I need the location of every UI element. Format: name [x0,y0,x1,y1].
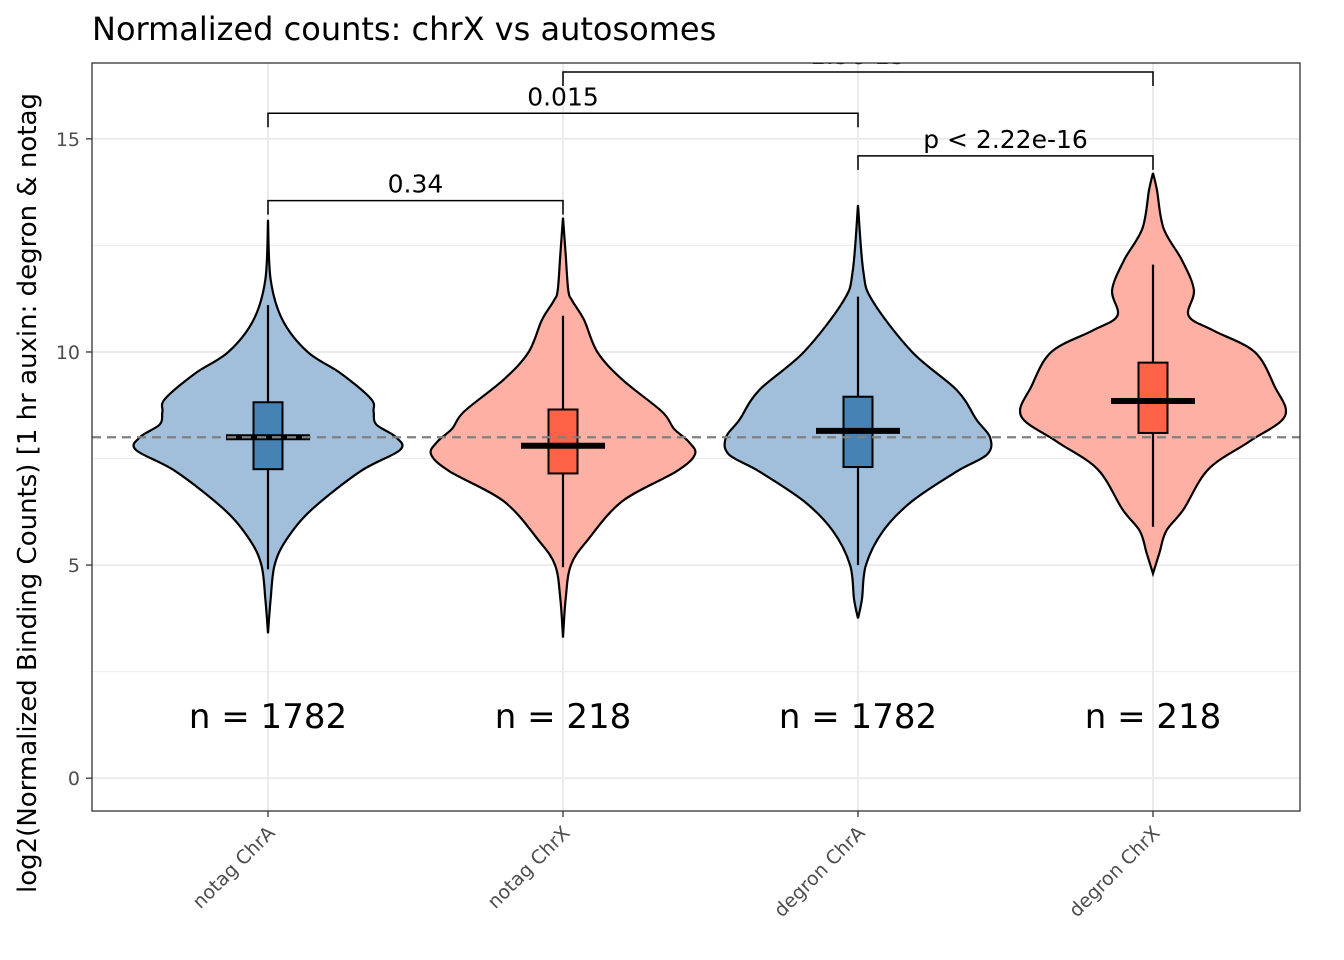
significance-bracket [267,112,859,128]
significance-bracket [562,71,1154,86]
x-tick-label: notag ChrA [188,822,279,913]
p-value-label: p < 2.22e-16 [923,125,1088,154]
p-value-label: 1.5e-15 [810,41,906,70]
box [1137,361,1169,434]
n-label: n = 218 [1085,697,1222,737]
significance-bracket [857,155,1154,170]
chart-title: Normalized counts: chrX vs autosomes [92,10,716,48]
plot-panel-border [91,62,1301,812]
p-value-label: 0.34 [388,170,444,199]
y-tick-label: 10 [56,342,80,364]
y-tick-label: 5 [68,555,80,577]
x-tick-label: notag ChrX [483,822,574,913]
y-axis-label: log2(Normalized Binding Counts) [1 hr au… [13,93,43,893]
n-label: n = 1782 [779,697,937,737]
p-value-label: 0.015 [527,82,599,111]
y-tick-label: 0 [68,768,80,790]
x-tick-label: degron ChrX [1065,822,1165,922]
x-tick-label: degron ChrA [770,822,870,922]
y-tick-label: 15 [56,129,80,151]
significance-bracket [267,199,564,215]
n-label: n = 218 [495,697,632,737]
n-label: n = 1782 [189,697,347,737]
box [547,408,579,475]
